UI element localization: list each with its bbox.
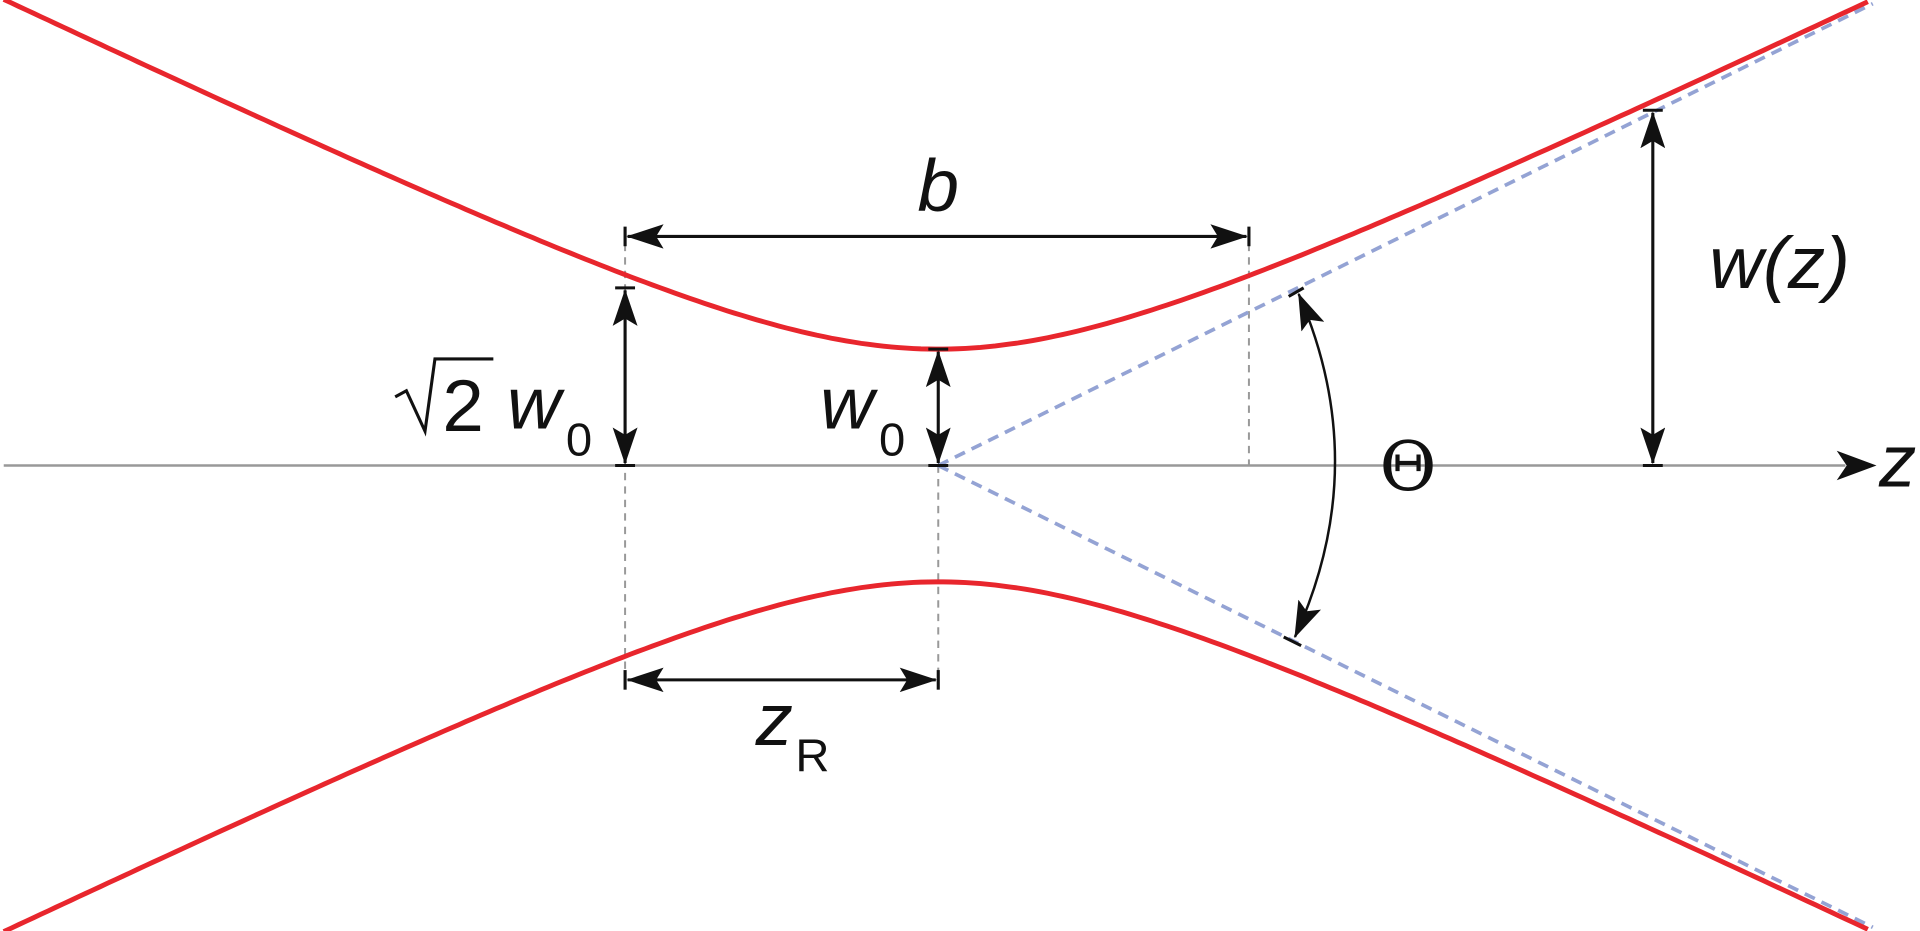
subscript: 0 (879, 414, 905, 466)
label-w-z: w(z) (1709, 221, 1850, 303)
subscript: R (795, 730, 829, 782)
label-z-axis: z (1878, 420, 1916, 502)
symbol: w (507, 362, 565, 444)
asymptotes (937, 2, 1874, 929)
symbol: z (755, 678, 793, 760)
label-z-r: zR (755, 678, 830, 781)
label-theta: Θ (1379, 427, 1436, 506)
label-b: b (918, 144, 959, 226)
z-axis-arrow (1836, 450, 1877, 481)
sqrt-sign (394, 357, 494, 437)
beam-lower (2, 579, 1869, 931)
label-radicand: 2 (442, 365, 483, 447)
symbol: w (820, 362, 878, 444)
dimension-arrows (612, 108, 1666, 693)
subscript: 0 (566, 414, 592, 466)
